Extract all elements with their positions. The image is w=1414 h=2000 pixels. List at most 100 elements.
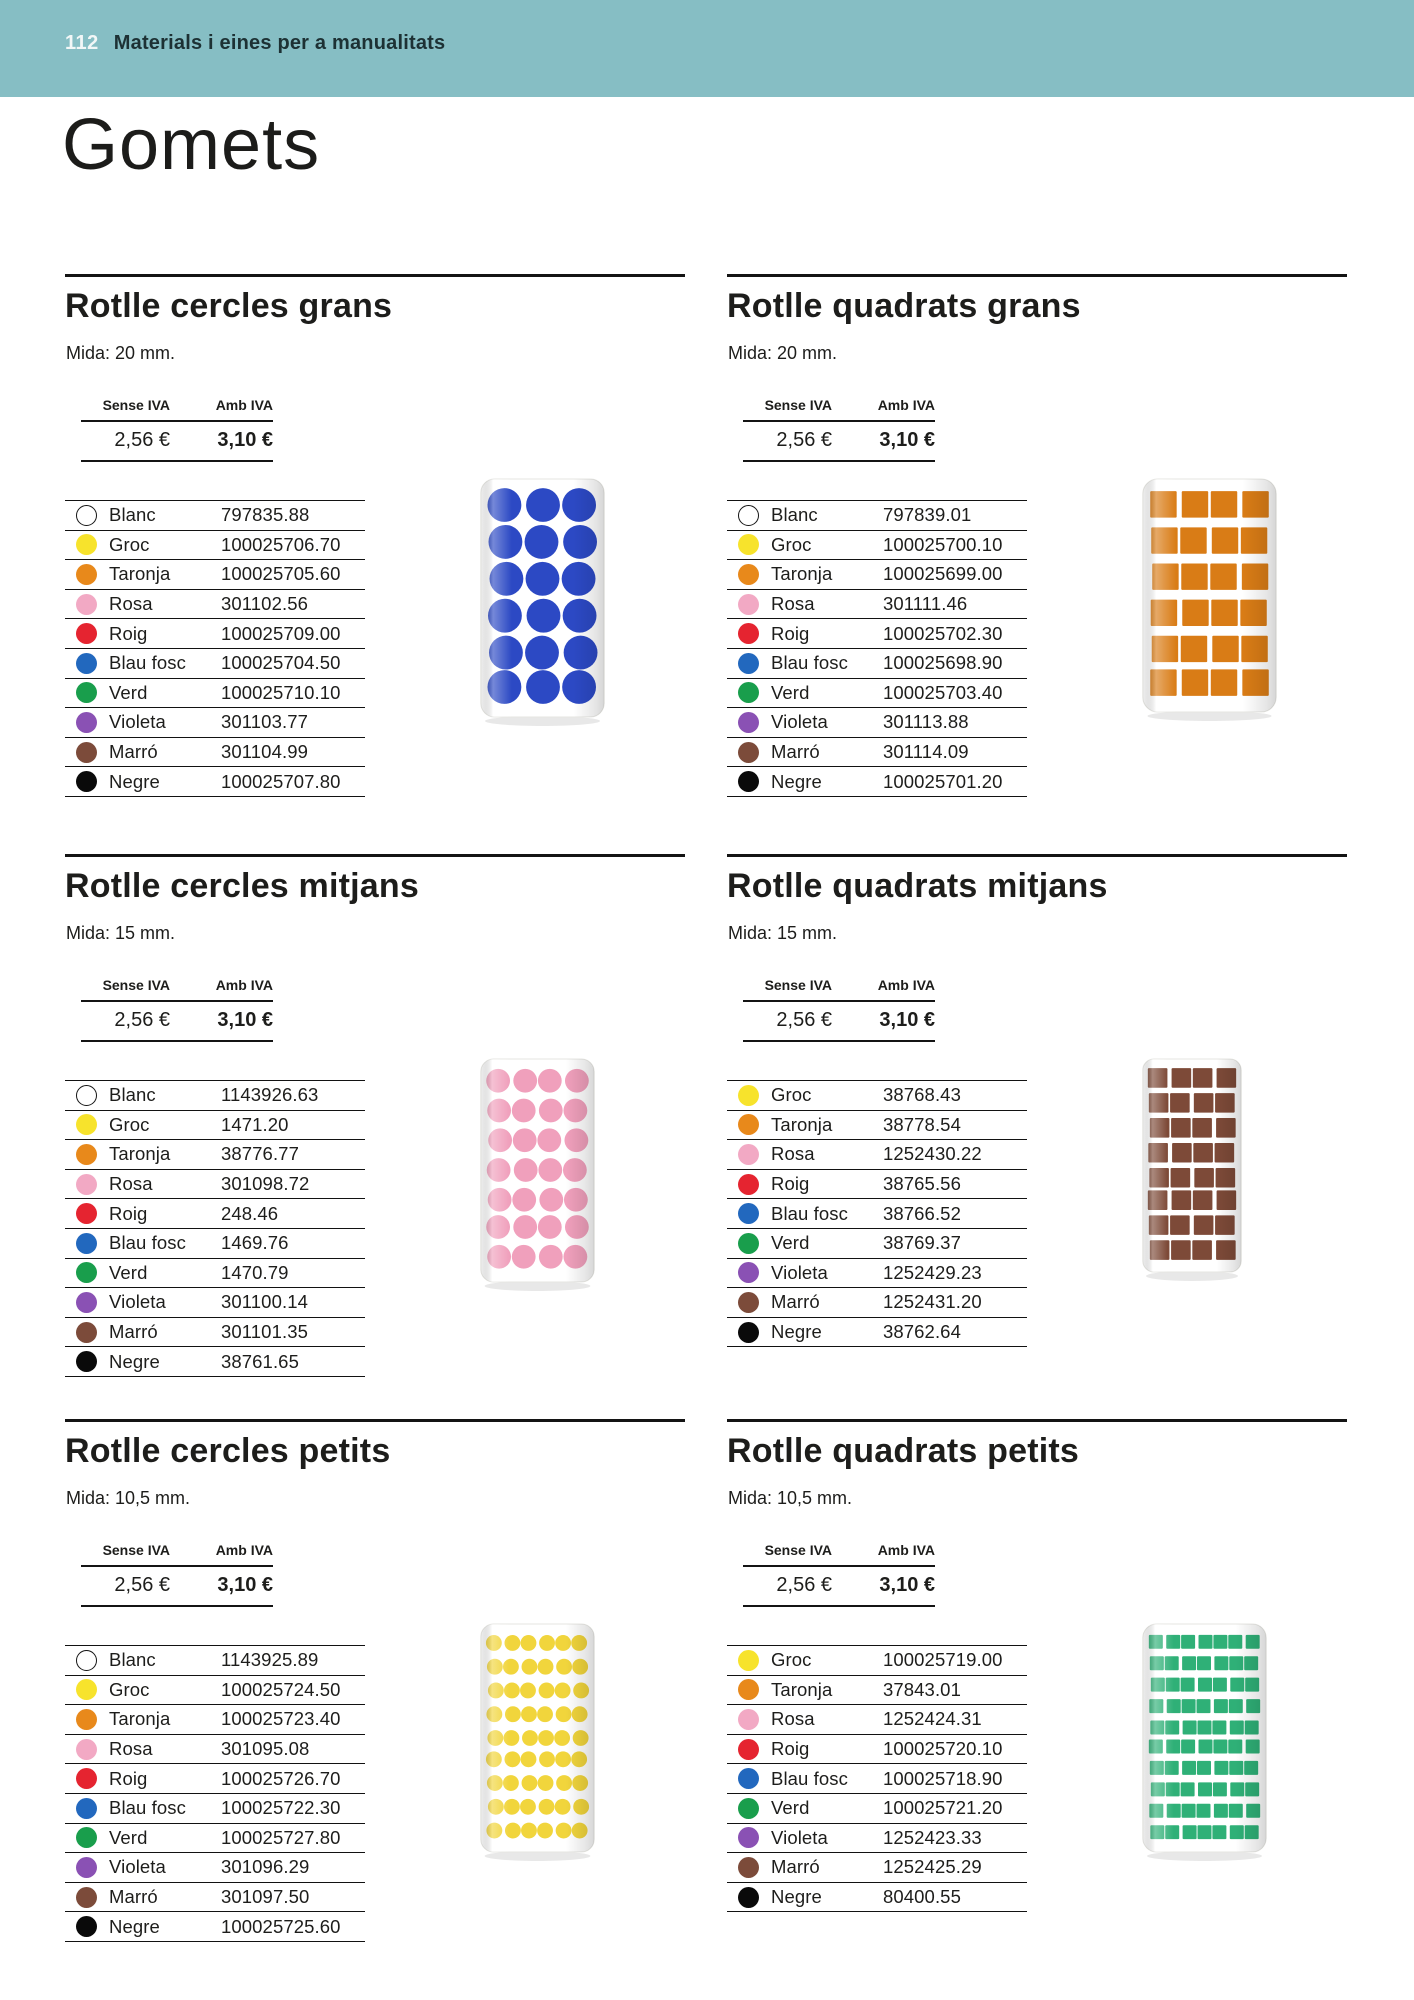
price-amb-iva-value: 3,10 € bbox=[217, 1574, 273, 1596]
color-swatch bbox=[738, 771, 759, 793]
price-sense-iva-value: 2,56 € bbox=[114, 1009, 170, 1031]
product-code: 100025725.60 bbox=[221, 1915, 341, 1937]
color-swatch bbox=[76, 623, 97, 645]
color-swatch bbox=[76, 1649, 97, 1671]
product-size: Mida: 15 mm. bbox=[66, 923, 176, 943]
product-code: 301104.99 bbox=[221, 741, 308, 763]
price-table: Sense IVA Amb IVA 2,56 € 3,10 € bbox=[81, 1542, 273, 1607]
price-header-sense-iva: Sense IVA bbox=[102, 397, 170, 413]
color-swatch bbox=[76, 1738, 97, 1760]
product-code: 1471.20 bbox=[221, 1113, 289, 1135]
table-row: Groc 100025724.50 bbox=[65, 1676, 365, 1706]
color-name: Marró bbox=[771, 1856, 820, 1878]
table-row: Violeta 301113.88 bbox=[727, 708, 1027, 738]
color-code-table: Blanc 1143926.63 Groc 1471.20 Taronja 38… bbox=[65, 1080, 365, 1377]
price-header-sense-iva: Sense IVA bbox=[102, 977, 170, 993]
price-header-sense-iva: Sense IVA bbox=[764, 397, 832, 413]
product-section: Rotlle cercles mitjans Mida: 15 mm. Sens… bbox=[65, 854, 685, 1419]
color-swatch bbox=[76, 682, 97, 704]
color-swatch bbox=[738, 1679, 759, 1701]
color-swatch bbox=[738, 563, 759, 585]
color-swatch bbox=[76, 1708, 97, 1730]
color-swatch bbox=[738, 652, 759, 674]
product-code: 1252424.31 bbox=[883, 1708, 982, 1730]
color-swatch bbox=[76, 1262, 97, 1284]
product-roll-image bbox=[1142, 477, 1277, 729]
product-code: 797835.88 bbox=[221, 504, 310, 526]
price-table: Sense IVA Amb IVA 2,56 € 3,10 € bbox=[743, 977, 935, 1042]
color-name: Rosa bbox=[109, 1738, 153, 1760]
color-name: Taronja bbox=[771, 1678, 833, 1700]
product-code: 100025706.70 bbox=[221, 533, 341, 555]
table-row: Marró 301114.09 bbox=[727, 738, 1027, 768]
product-section: Rotlle quadrats petits Mida: 10,5 mm. Se… bbox=[727, 1419, 1347, 2000]
color-name: Marró bbox=[771, 1291, 820, 1313]
color-swatch bbox=[738, 504, 759, 526]
color-swatch bbox=[738, 1649, 759, 1671]
table-row: Negre 38761.65 bbox=[65, 1347, 365, 1377]
color-name: Rosa bbox=[109, 1173, 153, 1195]
table-row: Taronja 100025723.40 bbox=[65, 1705, 365, 1735]
color-name: Violeta bbox=[771, 711, 828, 733]
table-row: Blanc 1143925.89 bbox=[65, 1646, 365, 1676]
product-code: 100025698.90 bbox=[883, 652, 1003, 674]
color-swatch bbox=[76, 652, 97, 674]
color-name: Verd bbox=[771, 1797, 810, 1819]
price-table: Sense IVA Amb IVA 2,56 € 3,10 € bbox=[81, 397, 273, 462]
color-name: Verd bbox=[771, 1232, 810, 1254]
color-name: Negre bbox=[771, 1321, 822, 1343]
price-header-amb-iva: Amb IVA bbox=[877, 977, 935, 993]
product-code: 797839.01 bbox=[883, 504, 972, 526]
table-row: Verd 100025721.20 bbox=[727, 1794, 1027, 1824]
color-name: Marró bbox=[109, 1886, 158, 1908]
color-code-table: Blanc 797835.88 Groc 100025706.70 Taronj… bbox=[65, 500, 365, 797]
color-swatch bbox=[738, 1232, 759, 1254]
product-code: 100025719.00 bbox=[883, 1649, 1003, 1671]
price-table: Sense IVA Amb IVA 2,56 € 3,10 € bbox=[743, 397, 935, 462]
table-row: Groc 100025719.00 bbox=[727, 1646, 1027, 1676]
color-name: Groc bbox=[771, 1084, 812, 1106]
color-name: Negre bbox=[771, 1886, 822, 1908]
price-header-amb-iva: Amb IVA bbox=[215, 1542, 273, 1558]
color-name: Violeta bbox=[771, 1826, 828, 1848]
color-swatch bbox=[76, 1351, 97, 1373]
color-swatch bbox=[738, 1886, 759, 1908]
color-swatch bbox=[76, 1084, 97, 1106]
color-name: Taronja bbox=[771, 1113, 833, 1135]
color-swatch bbox=[738, 1321, 759, 1343]
color-name: Blanc bbox=[109, 1084, 156, 1106]
color-swatch bbox=[738, 711, 759, 733]
product-code: 301102.56 bbox=[221, 593, 308, 615]
product-code: 301114.09 bbox=[883, 741, 969, 763]
color-swatch bbox=[738, 741, 759, 763]
price-table: Sense IVA Amb IVA 2,56 € 3,10 € bbox=[743, 1542, 935, 1607]
color-swatch bbox=[76, 771, 97, 793]
color-swatch bbox=[738, 1114, 759, 1136]
color-name: Blanc bbox=[771, 504, 818, 526]
product-code: 100025703.40 bbox=[883, 681, 1003, 703]
product-code: 38765.56 bbox=[883, 1173, 961, 1195]
table-row: Blau fosc 100025698.90 bbox=[727, 649, 1027, 679]
product-code: 301101.35 bbox=[221, 1321, 308, 1343]
color-swatch bbox=[76, 1916, 97, 1938]
product-title: Rotlle quadrats grans bbox=[727, 287, 1081, 325]
product-code: 100025704.50 bbox=[221, 652, 341, 674]
color-swatch bbox=[76, 563, 97, 585]
product-sections-grid: Rotlle cercles grans Mida: 20 mm. Sense … bbox=[65, 274, 1347, 2000]
price-header-amb-iva: Amb IVA bbox=[877, 1542, 935, 1558]
color-swatch bbox=[738, 682, 759, 704]
table-row: Verd 1470.79 bbox=[65, 1259, 365, 1289]
color-swatch bbox=[738, 1856, 759, 1878]
price-header-amb-iva: Amb IVA bbox=[215, 397, 273, 413]
product-code: 38761.65 bbox=[221, 1350, 299, 1372]
table-row: Rosa 1252430.22 bbox=[727, 1140, 1027, 1170]
product-code: 100025702.30 bbox=[883, 622, 1003, 644]
table-row: Roig 100025702.30 bbox=[727, 619, 1027, 649]
table-row: Violeta 1252423.33 bbox=[727, 1824, 1027, 1854]
product-size: Mida: 10,5 mm. bbox=[66, 1488, 191, 1508]
color-name: Rosa bbox=[771, 1708, 815, 1730]
color-name: Marró bbox=[771, 741, 820, 763]
product-title: Rotlle cercles mitjans bbox=[65, 867, 419, 905]
color-name: Verd bbox=[109, 1261, 148, 1283]
table-row: Negre 100025707.80 bbox=[65, 767, 365, 797]
